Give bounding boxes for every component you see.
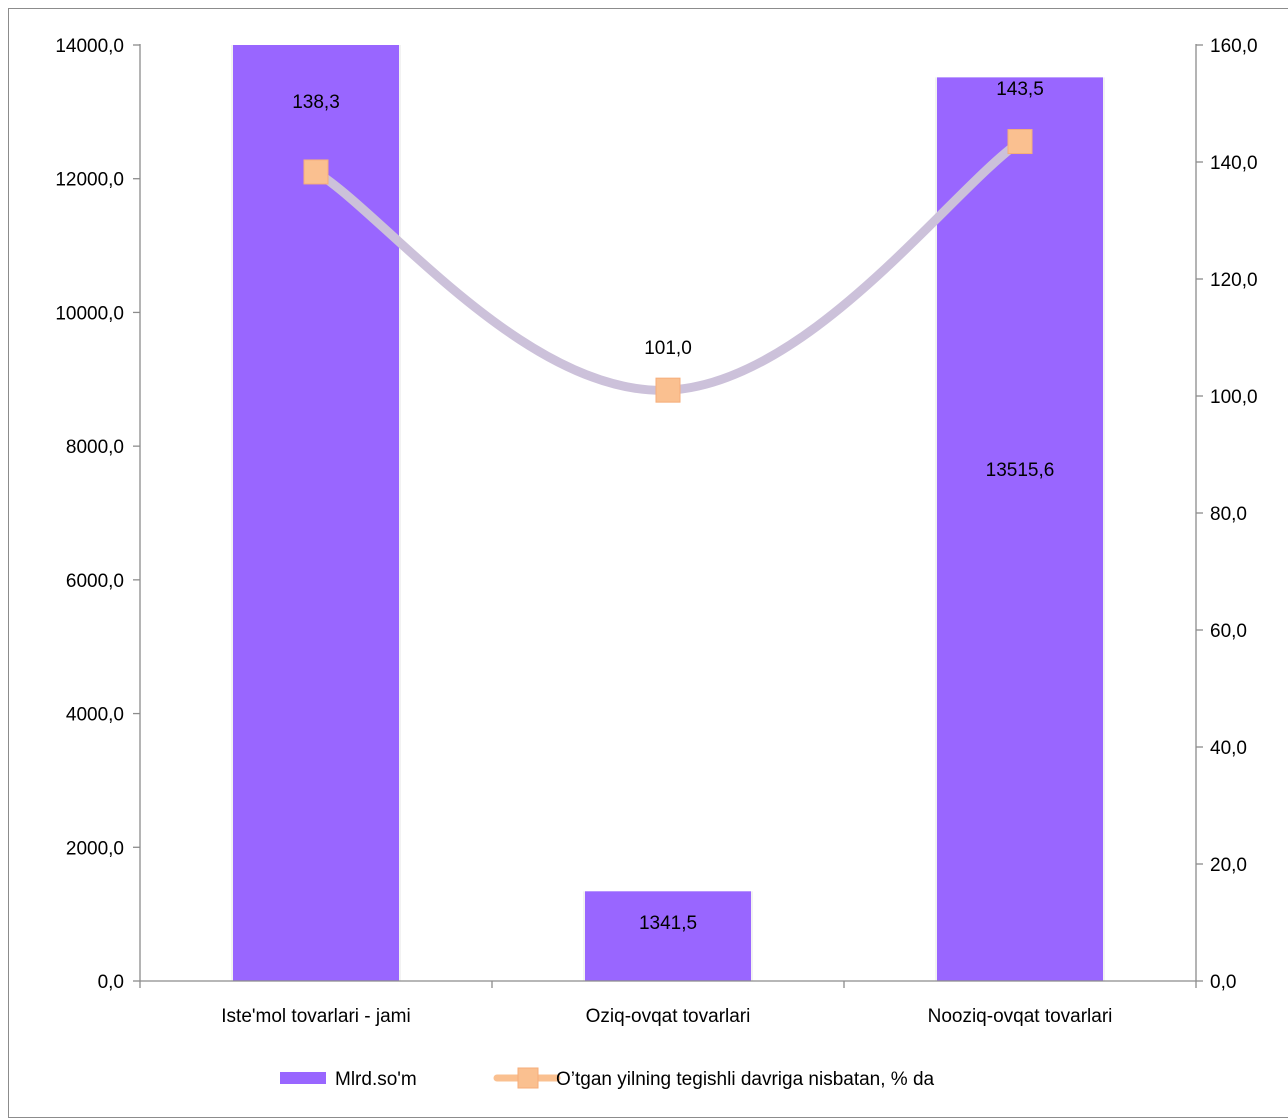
labels-layer: 1341,5 13515,6 138,3 101,0 143,5 [292, 79, 1054, 934]
right-axis-tick-label: 60,0 [1210, 621, 1247, 642]
right-axis-tick-label: 160,0 [1210, 36, 1258, 57]
left-axis-tick-label: 4000,0 [66, 705, 124, 726]
right-axis-tick-label: 80,0 [1210, 504, 1247, 525]
x-axis-tick-label: Iste'mol tovarlari - jami [221, 1006, 410, 1027]
left-axis-tick-label: 8000,0 [66, 437, 124, 458]
bars-layer [231, 45, 1105, 981]
bar [233, 45, 399, 981]
left-axis-tick-label: 10000,0 [55, 303, 124, 324]
line-data-label: 101,0 [644, 338, 692, 359]
left-axis-tick-label: 12000,0 [55, 170, 124, 191]
left-axis-tick-label: 0,0 [98, 972, 124, 993]
x-axis-tick-label: Nooziq-ovqat tovarlari [928, 1006, 1113, 1027]
right-axis-tick-label: 140,0 [1210, 153, 1258, 174]
line-point-marker [655, 377, 681, 403]
bar [585, 891, 751, 981]
line-layer [303, 129, 1033, 403]
axes-layer: 0,0 2000,0 4000,0 6000,0 8000,0 10000,0 12000,… [55, 36, 1257, 1027]
right-axis-tick-label: 40,0 [1210, 738, 1247, 759]
bar-data-label: 1341,5 [639, 913, 697, 934]
legend-label-line: O’tgan yilning tegishli davriga nisbatan… [556, 1069, 935, 1090]
x-axis-tick-label: Oziq-ovqat tovarlari [586, 1006, 751, 1027]
bar [937, 77, 1103, 981]
legend: Mlrd.so'm O’tgan yilning tegishli davriga… [280, 1067, 935, 1090]
right-axis-tick-label: 20,0 [1210, 855, 1247, 876]
right-axis-tick-label: 100,0 [1210, 387, 1258, 408]
left-axis-tick-label: 14000,0 [55, 36, 124, 57]
right-axis-tick-label: 0,0 [1210, 972, 1236, 993]
line-point-marker [303, 159, 329, 185]
line-point-marker [1007, 129, 1033, 155]
legend-swatch-marker [517, 1067, 539, 1089]
legend-label-bars: Mlrd.so'm [335, 1069, 417, 1090]
line-data-label: 143,5 [996, 79, 1044, 100]
bar-data-label: 13515,6 [986, 460, 1055, 481]
right-axis-tick-label: 120,0 [1210, 270, 1258, 291]
line-data-label: 138,3 [292, 92, 340, 113]
legend-swatch-bars [280, 1072, 326, 1084]
left-axis-tick-label: 6000,0 [66, 571, 124, 592]
left-axis-tick-label: 2000,0 [66, 838, 124, 859]
